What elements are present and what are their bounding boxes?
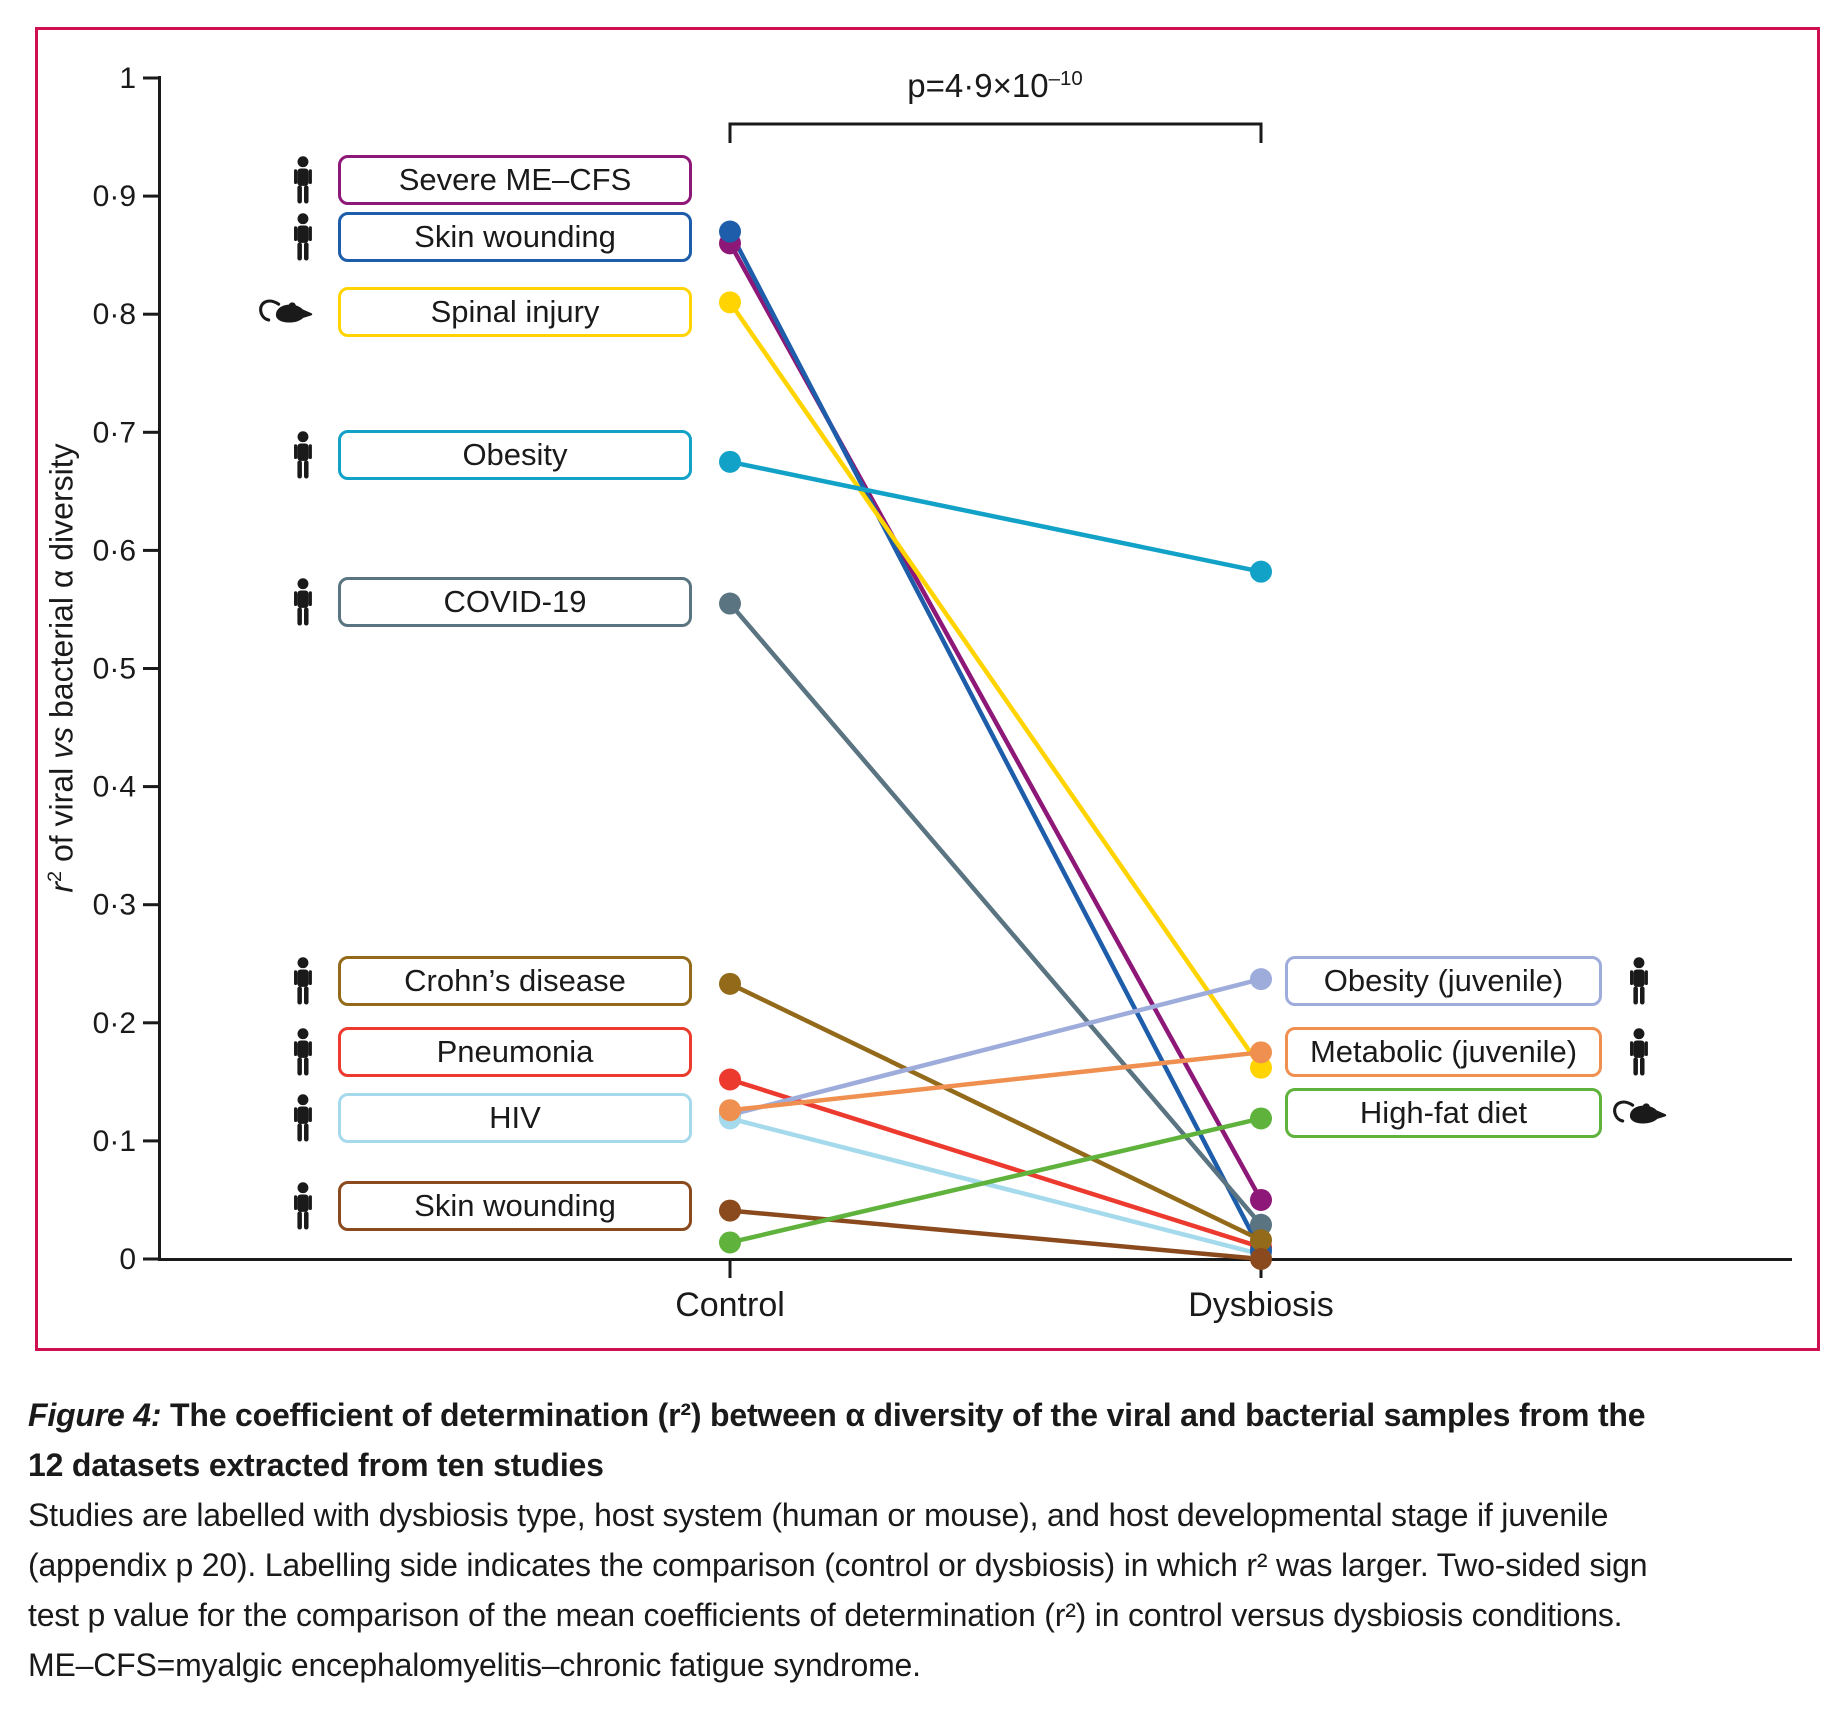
mouse-icon — [1613, 1100, 1667, 1124]
y-tick-label: 0·3 — [93, 889, 136, 922]
caption-body-line-2: (appendix p 20). Labelling side indicate… — [28, 1547, 1648, 1583]
series-label-pneumonia: Pneumonia — [338, 1027, 692, 1078]
y-tick-label: 0·1 — [93, 1125, 136, 1158]
mouse-icon-high-fat-diet — [1610, 1088, 1668, 1138]
human-icon — [1630, 1028, 1648, 1076]
series-label-skin-wounding: Skin wounding — [338, 1180, 692, 1231]
series-dot-dysbiosis — [1250, 1213, 1272, 1236]
y-tick-label: 0·4 — [93, 771, 136, 804]
human-icon-pneumonia — [288, 1027, 318, 1077]
caption-figure-label: Figure 4: — [28, 1397, 162, 1433]
y-tick-label: 0·2 — [93, 1007, 136, 1040]
human-icon — [294, 1182, 312, 1230]
series-line — [728, 230, 1263, 1252]
caption-body-line-3: test p value for the comparison of the m… — [28, 1597, 1623, 1633]
series-label-covid-19: COVID-19 — [338, 577, 692, 628]
y-tick-label: 0·5 — [93, 653, 136, 686]
series-label-obesity: Obesity — [338, 429, 692, 480]
y-axis-label-vs: vs — [43, 726, 80, 759]
series-dot-dysbiosis — [1250, 1188, 1272, 1211]
series-line — [729, 1077, 1262, 1250]
p-value-base: p=4·9×10 — [907, 67, 1049, 104]
series-dot-dysbiosis — [1250, 1041, 1272, 1064]
series-dot-control — [719, 291, 741, 314]
y-axis-label-end: bacterial α diversity — [43, 443, 80, 727]
series-dot-dysbiosis — [1250, 560, 1272, 583]
series-dot-control — [719, 450, 741, 473]
series-dot-dysbiosis — [1250, 1056, 1272, 1079]
mouse-icon-spinal-injury — [256, 287, 314, 337]
series-line — [729, 1050, 1262, 1113]
caption-title-line-1: Figure 4: The coefficient of determinati… — [28, 1390, 1828, 1440]
human-icon — [294, 578, 312, 626]
series-dot-control — [719, 1231, 741, 1254]
series-line — [729, 459, 1262, 574]
series-dot-dysbiosis — [1250, 968, 1272, 991]
series-line — [729, 1116, 1262, 1245]
y-tick-label: 1 — [119, 62, 136, 95]
series-line — [729, 976, 1262, 1118]
series-line — [728, 301, 1263, 1069]
caption-title-line-2: 12 datasets extracted from ten studies — [28, 1447, 604, 1483]
series-dot-dysbiosis — [1250, 1248, 1272, 1270]
human-icon — [294, 213, 312, 261]
human-icon-skin-wounding — [288, 212, 318, 262]
figure-caption: Figure 4: The coefficient of determinati… — [28, 1390, 1828, 1690]
y-axis-label-mid: of viral — [43, 758, 80, 871]
y-axis-label-exponent: 2 — [43, 870, 66, 882]
series-label-spinal-injury: Spinal injury — [338, 286, 692, 337]
human-icon — [1630, 957, 1648, 1005]
series-dot-control — [719, 972, 741, 995]
series-dot-control — [719, 1099, 741, 1122]
series-label-hiv: HIV — [338, 1093, 692, 1144]
series-line — [729, 1116, 1262, 1257]
y-tick-label: 0·9 — [93, 180, 136, 213]
human-icon-skin-wounding — [288, 1181, 318, 1231]
human-icon-obesity — [288, 430, 318, 480]
series-label-high-fat-diet: High-fat diet — [1285, 1087, 1602, 1138]
y-tick-label: 0·6 — [93, 534, 136, 567]
series-dot-control — [719, 1068, 741, 1091]
x-category-label: Dysbiosis — [1188, 1286, 1333, 1324]
human-icon-hiv — [288, 1093, 318, 1143]
series-label-crohn-s-disease: Crohn’s disease — [338, 956, 692, 1007]
y-tick-label: 0·7 — [93, 416, 136, 449]
p-value-exponent: –10 — [1048, 67, 1083, 90]
series-dot-control — [719, 592, 741, 615]
human-icon — [294, 957, 312, 1005]
caption-body-line-1: Studies are labelled with dysbiosis type… — [28, 1497, 1609, 1533]
y-tick-label: 0 — [119, 1243, 136, 1276]
p-value-annotation: p=4·9×10–10 — [907, 67, 1082, 105]
series-label-obesity-juvenile: Obesity (juvenile) — [1285, 956, 1602, 1007]
human-icon — [294, 1094, 312, 1142]
human-icon-obesity-juvenile — [1624, 956, 1654, 1006]
series-line — [729, 981, 1262, 1243]
caption-body-line-4: ME–CFS=myalgic encephalomyelitis–chronic… — [28, 1647, 921, 1683]
human-icon — [294, 1028, 312, 1076]
series-label-metabolic-juvenile: Metabolic (juvenile) — [1285, 1027, 1602, 1078]
y-tick-label: 0·8 — [93, 298, 136, 331]
series-line — [728, 602, 1263, 1227]
mouse-icon — [259, 299, 313, 323]
caption-title-rest: The coefficient of determination (r²) be… — [161, 1397, 1646, 1433]
series-dot-control — [719, 1199, 741, 1222]
human-icon-metabolic-juvenile — [1624, 1027, 1654, 1077]
y-axis-label-r: r — [43, 881, 80, 893]
x-category-label: Control — [675, 1286, 785, 1324]
y-axis-label: r2 of viral vs bacterial α diversity — [44, 443, 81, 892]
series-dot-control — [719, 220, 741, 243]
human-icon — [294, 155, 312, 204]
significance-bracket — [728, 122, 1263, 143]
series-line — [729, 1208, 1262, 1262]
human-icon-covid-19 — [288, 577, 318, 627]
human-icon-crohn-s-disease — [288, 956, 318, 1006]
series-dot-dysbiosis — [1250, 1229, 1272, 1252]
human-icon — [294, 431, 312, 479]
series-label-severe-me-cfs: Severe ME–CFS — [338, 154, 692, 205]
series-label-skin-wounding: Skin wounding — [338, 212, 692, 263]
series-dot-dysbiosis — [1250, 1107, 1272, 1130]
human-icon-severe-me-cfs — [288, 155, 318, 205]
